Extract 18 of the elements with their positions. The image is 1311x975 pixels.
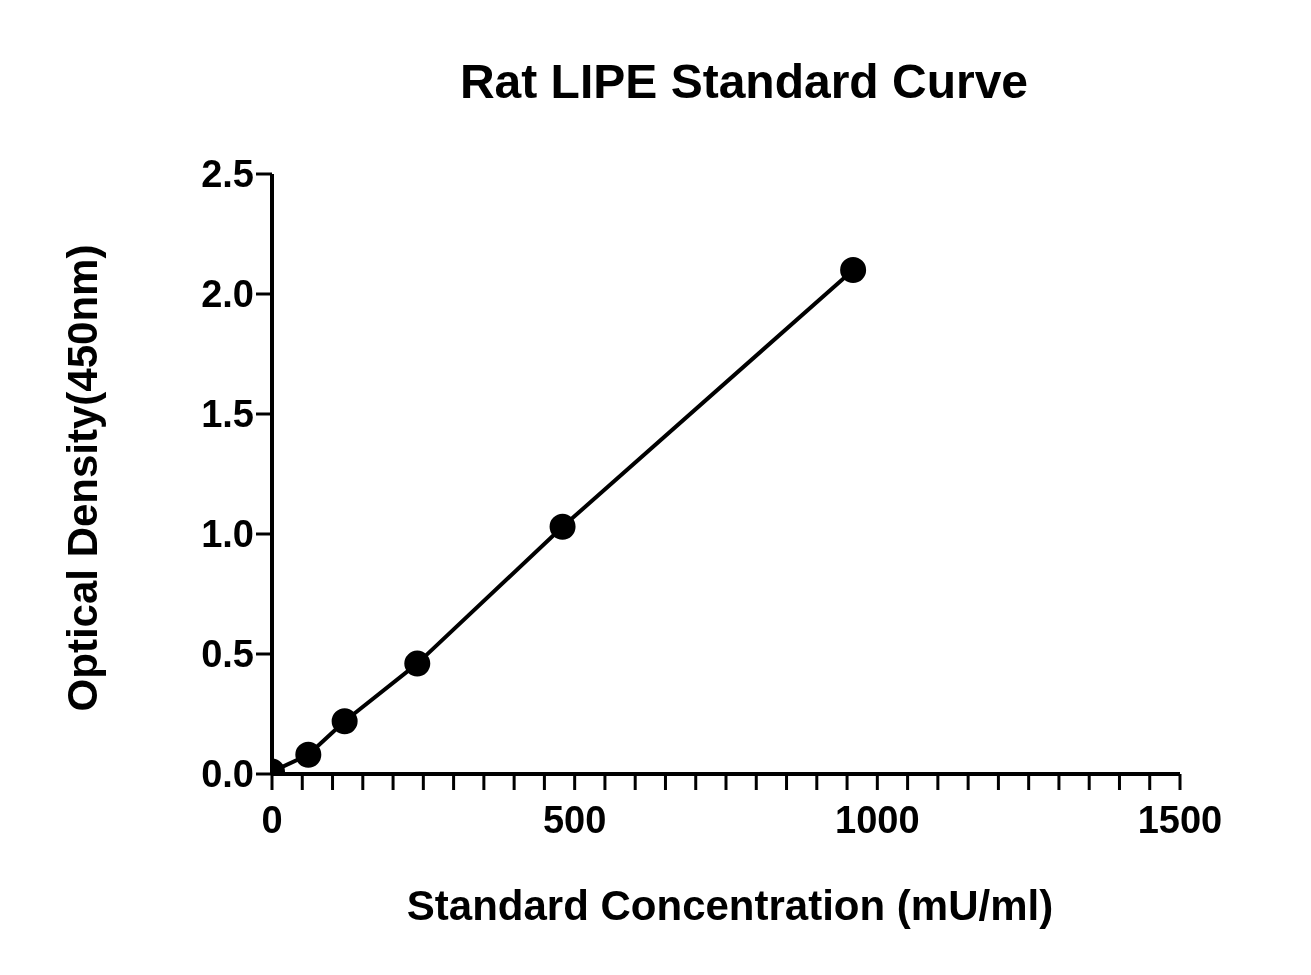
y-tick-label: 0.0: [201, 753, 254, 796]
point: [295, 741, 322, 768]
y-tick-label: 1.5: [201, 393, 254, 436]
x-axis-title: Standard Concentration (mU/ml): [405, 882, 1055, 930]
y-tick-label: 0.5: [201, 633, 254, 676]
x-tick-label: 1000: [835, 798, 920, 841]
chart-title: Rat LIPE Standard Curve: [458, 54, 1030, 109]
point: [549, 513, 576, 540]
y-tick-label: 2.0: [201, 273, 254, 316]
y-tick-label: 1.0: [201, 513, 254, 556]
point: [840, 257, 867, 283]
x-tick-label: 500: [542, 798, 607, 841]
y-tick-label: 2.5: [201, 153, 254, 196]
point: [404, 650, 431, 677]
x-tick-label: 0: [261, 798, 283, 841]
x-tick-label: 1500: [1137, 798, 1223, 841]
point: [331, 708, 358, 735]
y-axis-title: Optical Density(450nm): [59, 244, 107, 712]
